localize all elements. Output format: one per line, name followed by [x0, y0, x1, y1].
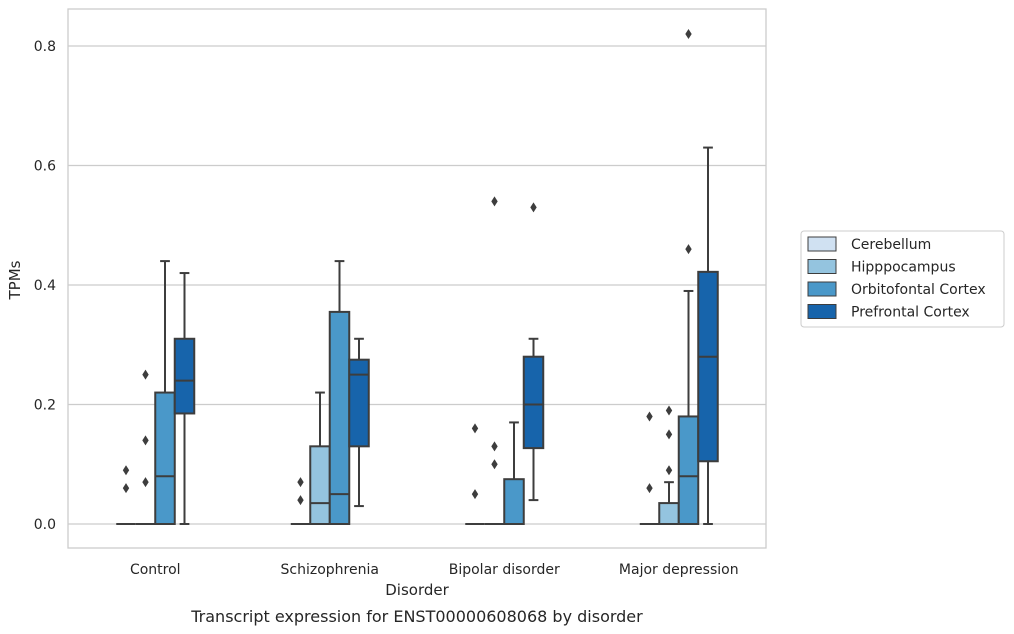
- outlier-point: [122, 465, 130, 476]
- box-cerebellum: [639, 411, 660, 525]
- outlier-point: [491, 196, 498, 207]
- box-hipppocampus: [484, 196, 505, 525]
- box-body: [677, 415, 700, 526]
- x-tick-label: Schizophrenia: [281, 562, 379, 578]
- y-axis-ticks: 0.0 0.2 0.4 0.6 0.8: [34, 39, 56, 533]
- outlier-point: [142, 477, 149, 488]
- outlier-point: [665, 465, 673, 476]
- y-axis-label: TPMs: [6, 260, 24, 300]
- legend-label: Orbitofontal Cortex: [851, 282, 986, 298]
- legend-label: Prefrontal Cortex: [851, 305, 970, 321]
- legend-label: Cerebellum: [851, 237, 931, 253]
- box-cerebellum: [116, 465, 136, 525]
- box-orbitofontal-cortex: [677, 29, 700, 526]
- box-prefrontal-cortex: [173, 272, 196, 525]
- chart-caption: Transcript expression for ENST0000060806…: [190, 607, 643, 626]
- box-orbitofontal-cortex: [328, 260, 351, 526]
- box-body: [309, 445, 331, 526]
- outlier-point: [646, 411, 653, 422]
- x-axis-label: Disorder: [385, 581, 449, 599]
- y-tick-label: 0.8: [34, 39, 56, 55]
- box-prefrontal-cortex: [697, 146, 719, 525]
- x-tick-label: Control: [130, 562, 181, 578]
- outlier-point: [665, 405, 673, 416]
- outlier-point: [142, 369, 149, 380]
- box-body: [328, 310, 351, 526]
- box-body: [522, 355, 545, 450]
- plot-frame: [67, 8, 767, 549]
- x-tick-label: Major depression: [619, 562, 739, 578]
- legend-swatch: [807, 259, 837, 274]
- box-body: [658, 502, 680, 525]
- box-prefrontal-cortex: [348, 337, 370, 508]
- outlier-point: [665, 429, 673, 440]
- box-body: [173, 337, 196, 415]
- outlier-point: [646, 483, 653, 494]
- x-axis-ticks: Control Schizophrenia Bipolar disorder Majo…: [130, 562, 739, 578]
- y-tick-label: 0.4: [34, 278, 56, 294]
- outlier-point: [297, 477, 304, 488]
- outlier-point: [491, 441, 498, 452]
- box-hipppocampus: [309, 391, 331, 526]
- outlier-point: [471, 489, 479, 500]
- boxes: [116, 29, 719, 526]
- box-cerebellum: [290, 477, 311, 525]
- legend-label: Hipppocampus: [851, 260, 956, 276]
- outlier-point: [685, 29, 692, 40]
- legend-swatch: [807, 304, 837, 319]
- box-orbitofontal-cortex: [503, 421, 525, 525]
- outlier-point: [685, 244, 692, 255]
- box-orbitofontal-cortex: [154, 260, 176, 525]
- outlier-point: [530, 202, 537, 213]
- box-cerebellum: [465, 423, 485, 525]
- box-body: [348, 358, 370, 448]
- box-body: [503, 478, 525, 525]
- outlier-point: [491, 459, 498, 470]
- y-tick-label: 0.0: [34, 517, 56, 533]
- outlier-point: [297, 495, 304, 506]
- legend-swatch: [807, 236, 837, 252]
- box-prefrontal-cortex: [522, 202, 545, 502]
- legend: Cerebellum Hipppocampus Orbitofontal Corte…: [800, 230, 1005, 328]
- box-body: [697, 270, 719, 463]
- outlier-point: [471, 423, 479, 434]
- y-tick-label: 0.6: [34, 159, 56, 175]
- outlier-point: [142, 435, 149, 446]
- box-hipppocampus: [135, 369, 156, 525]
- legend-swatch: [807, 281, 837, 297]
- x-tick-label: Bipolar disorder: [449, 562, 560, 578]
- y-tick-label: 0.2: [34, 398, 56, 414]
- outlier-point: [122, 483, 130, 494]
- box-hipppocampus: [658, 405, 680, 525]
- legend-frame: [800, 230, 1005, 328]
- box-body: [154, 391, 176, 525]
